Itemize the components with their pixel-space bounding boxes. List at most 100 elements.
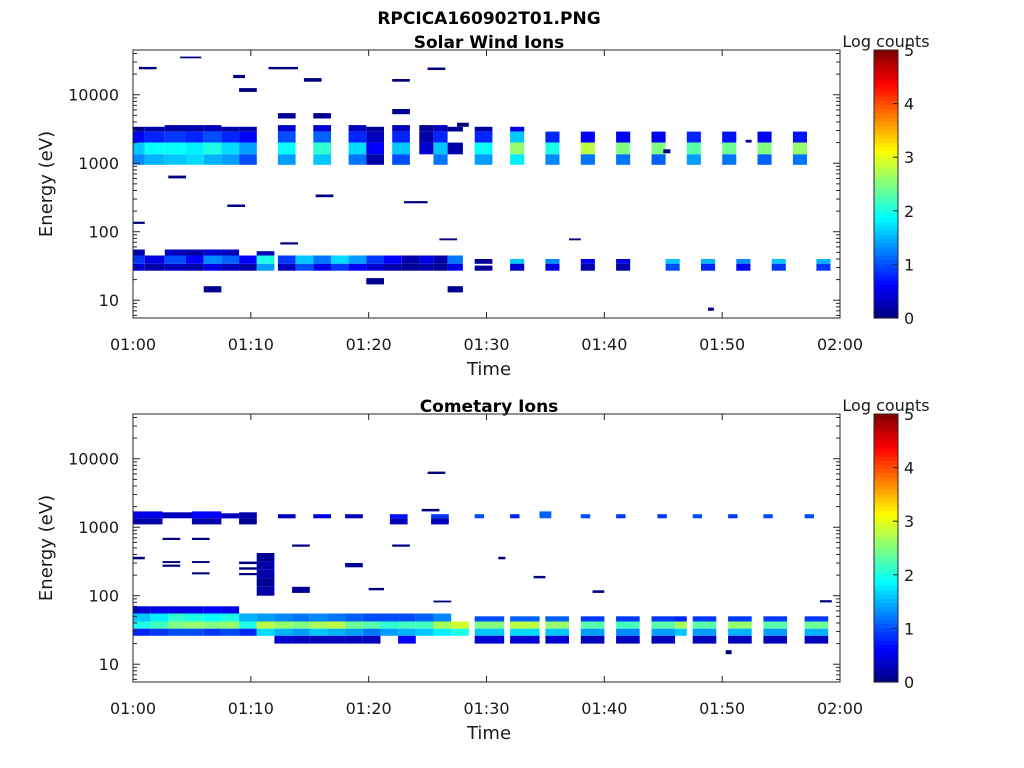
heatmap-cell [433,613,452,622]
colorbar-segment [874,514,898,520]
heatmap-cell [616,635,640,644]
heatmap-cell [366,126,384,132]
heatmap-cell [616,259,631,264]
x-axis-ticks: 01:00 01:10 01:20 01:30 01:40 01:50 02:00 [110,50,863,354]
colorbar-segment [874,192,898,198]
heatmap-cell [474,628,505,636]
heatmap-cell [510,259,525,264]
heatmap-cell [686,131,701,143]
colorbar-segment [874,527,898,532]
colorbar-segment [874,539,898,545]
heatmap-cell [191,537,210,540]
heatmap-cell [256,586,275,596]
heatmap-cell [692,635,717,644]
colorbar-segment [874,640,898,645]
heatmap-cell [133,263,145,271]
heatmap-cell [239,628,257,636]
colorbar-segment [874,246,898,252]
colorbar-segment [874,125,898,131]
colorbar-segment [874,535,898,541]
colorbar-segment [874,506,898,511]
heatmap-cell [239,154,257,165]
heatmap-cell [474,126,493,132]
heatmap-cell [616,142,631,155]
heatmap-cell [277,113,296,119]
colorbar-segment [874,560,898,566]
heatmap-cell [362,613,381,622]
colorbar-segment [874,242,898,248]
heatmap-cell [763,635,787,644]
heatmap-cell [651,635,676,644]
heatmap-cell [728,628,752,636]
heatmap-cell [186,154,204,165]
heatmap-cell [239,142,257,155]
heatmap-cell [415,621,434,629]
colorbar-segment [874,426,898,432]
y-axis-ticks: 10 100 1000 10000 [68,417,840,680]
colorbar-segment [874,489,898,495]
heatmap-cell [380,621,399,629]
x-tick-label: 01:30 [463,699,509,718]
colorbar-label: Log counts [842,32,929,51]
colorbar-segment [874,598,898,604]
heatmap-cell [221,131,240,143]
heatmap-cell [433,600,452,603]
heatmap-cell [510,628,540,636]
heatmap-cell [663,149,671,154]
heatmap-cell [277,514,296,519]
heatmap-cell [150,621,169,629]
heatmap-cell [398,621,416,629]
colorbar-segment [874,129,898,135]
heatmap-cells [133,56,831,311]
colorbar-segment [874,619,898,624]
heatmap-cell [203,249,222,256]
colorbar-segment [874,179,898,185]
colorbar-segment [874,430,898,436]
colorbar-segment [874,673,898,679]
colorbar-segment [874,589,898,595]
colorbar-segment [874,196,898,202]
colorbar-segment [874,644,898,650]
heatmap-cell [816,259,831,264]
heatmap-cell [362,628,381,636]
heatmap-cell [398,613,416,622]
heatmap-cell [366,263,384,271]
heatmap-cell [545,154,560,165]
heatmap-cell [433,131,448,143]
heatmap-cell [221,513,240,519]
colorbar-segment [874,510,898,516]
heatmap-cell [221,263,240,271]
colorbar-segment [874,288,898,294]
heatmap-cell [745,139,752,143]
heatmap-cell [701,259,716,264]
heatmap-cell [345,514,363,519]
heatmap-cell [820,600,832,603]
heatmap-cell [415,628,434,636]
x-tick-label: 01:50 [699,699,745,718]
heatmap-cell [309,628,328,636]
colorbar-segment [874,255,898,260]
heatmap-cell [315,194,334,198]
heatmap-cell [510,635,540,644]
heatmap-cell [686,142,701,155]
colorbar-segment [874,564,898,570]
colorbar-segment [874,443,898,449]
colorbar-segment [874,112,898,118]
heatmap-cell [433,154,448,165]
heatmap-cell [389,514,408,519]
colorbar-segment [874,96,898,101]
heatmap-cell [757,154,772,165]
x-tick-label: 01:20 [346,699,392,718]
heatmap-cell [144,263,165,271]
colorbar-segment [874,497,898,503]
heatmap-cell [580,142,595,155]
heatmap-cell [651,616,676,622]
colorbar-segment [874,656,898,662]
colorbar-segment [874,221,898,227]
heatmap-cell [545,263,560,271]
heatmap-cell [164,249,186,256]
heatmap-cell [164,263,186,271]
colorbar-segment [874,309,898,315]
heatmap-cell [401,255,420,264]
